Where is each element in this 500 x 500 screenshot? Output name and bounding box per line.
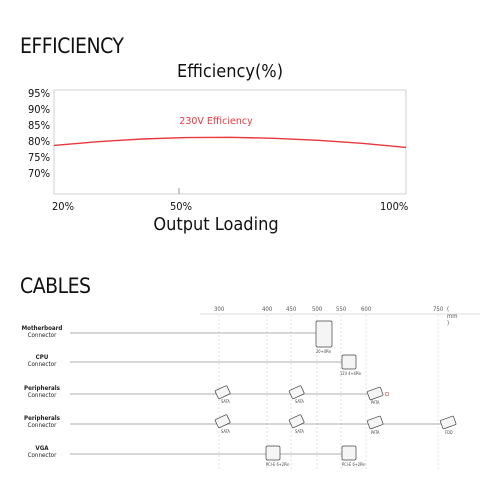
distance-label: 500	[312, 306, 323, 313]
connector-shapes	[214, 320, 457, 461]
distance-label: 400	[262, 306, 273, 313]
cable-lines	[70, 332, 444, 455]
y-tick-label: 95%	[28, 87, 50, 100]
x-tick-label: 100%	[380, 200, 409, 213]
chart-title: Efficiency(%)	[176, 61, 284, 82]
connector-label: PCI-E 6+2Pin	[266, 462, 290, 467]
connector-pata	[366, 386, 384, 401]
y-tick-label: 80%	[28, 135, 50, 148]
connector-sata	[288, 414, 305, 429]
cables-heading: CABLES	[20, 274, 91, 298]
plot-frame	[53, 89, 407, 195]
distance-label: 600	[361, 306, 372, 313]
connector-pcie	[341, 445, 357, 461]
connector-sata	[214, 385, 231, 400]
connector-label: PATA	[371, 430, 380, 435]
series-label: 230V Efficiency	[179, 116, 253, 127]
cable-row-label: Peripherals Connector	[24, 385, 60, 399]
cable-row-label: Motherboard Connector	[21, 325, 63, 339]
y-tick-label: 75%	[28, 151, 50, 164]
distance-label: 450	[286, 306, 297, 313]
y-tick-label: 70%	[28, 167, 50, 180]
distance-unit: ( mm )	[447, 306, 458, 327]
connector-cpu	[341, 354, 357, 370]
efficiency-heading: EFFICIENCY	[20, 34, 124, 58]
connector-fdd	[439, 415, 457, 430]
y-tick-label: 85%	[28, 119, 50, 132]
connector-label: SATA	[221, 429, 230, 434]
cable-row-label: VGA Connector	[27, 445, 57, 459]
connector-label: PATA	[371, 400, 380, 405]
distance-label: 300	[214, 306, 225, 313]
cable-row-label: CPU Connector	[27, 354, 57, 368]
x-tick-label: 20%	[52, 200, 74, 213]
connector-20-4pin	[315, 320, 333, 348]
connector-label: 20+4Pin	[316, 349, 332, 354]
connector-label: PCI-E 6+2Pin	[342, 462, 366, 467]
connector-sata	[288, 385, 305, 400]
y-tick-label: 90%	[28, 103, 50, 116]
connector-label: FDD	[445, 430, 453, 435]
distance-label: 750	[433, 306, 444, 313]
pata-accent-icon	[384, 391, 390, 397]
connector-pata	[366, 415, 384, 430]
connector-sata	[214, 414, 231, 429]
series-line-230v	[53, 136, 407, 149]
connector-label: SATA	[295, 429, 304, 434]
cable-row-label: Peripherals Connector	[24, 415, 60, 429]
x-axis-label: Output Loading	[153, 214, 279, 235]
connector-label: SATA	[295, 399, 304, 404]
connector-pcie	[265, 445, 281, 461]
connector-label: 12V 4+4Pin	[340, 371, 362, 376]
distance-label: 550	[336, 306, 347, 313]
connector-label: SATA	[221, 399, 230, 404]
x-tick-label: 50%	[170, 200, 192, 213]
efficiency-chart: 230V Efficiency	[53, 89, 407, 195]
